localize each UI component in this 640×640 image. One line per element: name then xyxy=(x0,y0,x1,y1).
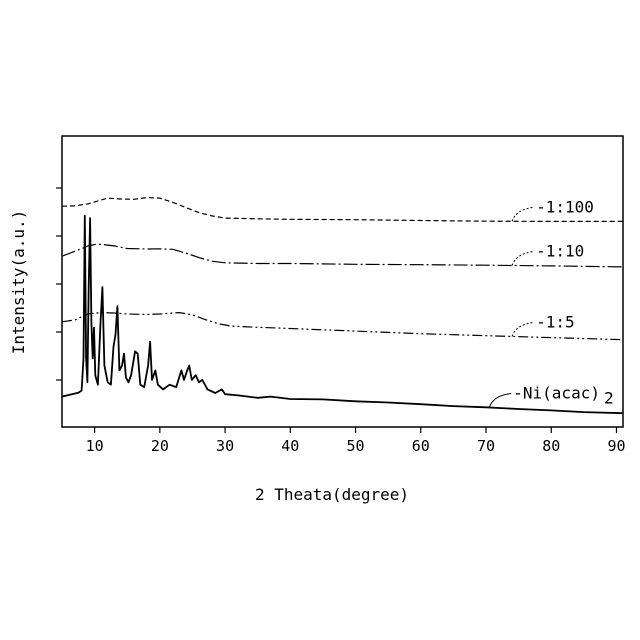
x-tick-label: 60 xyxy=(412,437,430,455)
x-tick-label: 80 xyxy=(542,437,560,455)
x-tick-label: 20 xyxy=(151,437,169,455)
series-label-0: -1:100 xyxy=(536,197,594,216)
x-tick-label: 90 xyxy=(607,437,625,455)
y-axis-label: Intensity(a.u.) xyxy=(9,210,28,355)
series-leader-0 xyxy=(512,207,534,221)
series-leader-3 xyxy=(489,393,511,407)
x-tick-label: 30 xyxy=(216,437,234,455)
x-tick-label: 40 xyxy=(281,437,299,455)
series-label-2: -1:5 xyxy=(536,312,575,331)
series-labels: -1:100 -1:10 -1:5 -Ni(acac)2 xyxy=(489,197,613,407)
series-layer xyxy=(62,198,623,414)
x-axis-label: 2 Theata(degree) xyxy=(255,485,409,504)
y-axis-ticks xyxy=(56,188,62,380)
series-leader-2 xyxy=(512,322,534,336)
series-label-3: -Ni(acac)2 xyxy=(513,383,613,407)
x-axis-ticks: 10 20 30 40 50 60 70 80 90 xyxy=(86,427,626,455)
x-tick-label: 50 xyxy=(347,437,365,455)
x-tick-label: 10 xyxy=(86,437,104,455)
x-tick-label: 70 xyxy=(477,437,495,455)
series-leader-1 xyxy=(512,251,534,265)
series-label-1: -1:10 xyxy=(536,241,584,260)
